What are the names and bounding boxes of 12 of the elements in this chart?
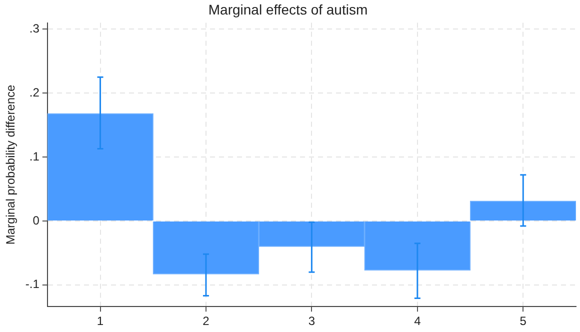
y-axis-title: Marginal probability difference [4,84,18,245]
y-tick-label: 0 [32,213,40,228]
y-tick-label: .1 [29,149,40,164]
chart-title: Marginal effects of autism [208,1,368,18]
x-tick-label: 2 [202,314,210,328]
x-tick-label: 5 [520,314,527,328]
x-tick-label: 4 [414,314,422,328]
y-tick-label: .2 [29,85,40,100]
x-tick-label: 3 [308,314,316,328]
y-tick-label: -.1 [25,277,40,292]
x-tick-label: 1 [96,314,104,328]
y-tick-label: .3 [29,22,40,36]
